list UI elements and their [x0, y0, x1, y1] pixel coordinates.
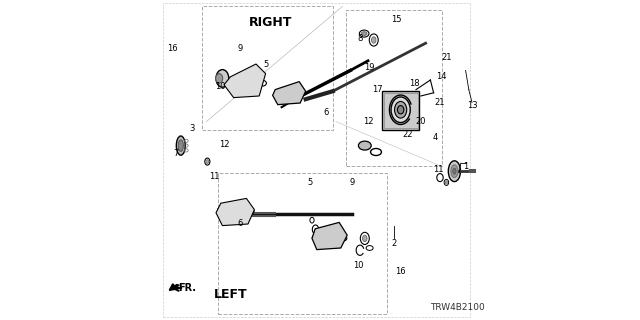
Ellipse shape — [216, 70, 229, 87]
Ellipse shape — [178, 140, 184, 151]
Text: 21: 21 — [435, 98, 445, 107]
Text: 16: 16 — [395, 268, 405, 276]
Ellipse shape — [451, 165, 458, 178]
Text: 20: 20 — [415, 117, 426, 126]
Ellipse shape — [206, 160, 209, 164]
Text: 11: 11 — [209, 172, 220, 180]
Ellipse shape — [371, 37, 376, 43]
Ellipse shape — [397, 106, 404, 114]
Text: 17: 17 — [372, 85, 383, 94]
Ellipse shape — [391, 97, 410, 123]
Text: 12: 12 — [219, 140, 229, 148]
Text: 6: 6 — [237, 220, 243, 228]
Ellipse shape — [445, 181, 447, 184]
Text: 16: 16 — [168, 44, 178, 52]
Ellipse shape — [361, 32, 367, 36]
Text: 11: 11 — [433, 165, 444, 174]
Text: 2: 2 — [391, 239, 396, 248]
Text: 21: 21 — [441, 53, 452, 62]
Text: 18: 18 — [409, 79, 420, 88]
Ellipse shape — [449, 161, 461, 182]
Text: 3: 3 — [189, 124, 195, 132]
Text: 9: 9 — [349, 178, 355, 187]
Text: 7: 7 — [173, 149, 179, 158]
Polygon shape — [224, 64, 266, 98]
Text: 4: 4 — [433, 133, 438, 142]
Text: 13: 13 — [467, 101, 477, 110]
Text: 1: 1 — [463, 162, 468, 171]
Ellipse shape — [216, 74, 223, 83]
Text: 12: 12 — [363, 117, 373, 126]
Bar — [384, 93, 418, 128]
Text: 22: 22 — [403, 130, 413, 139]
Text: 5: 5 — [308, 178, 313, 187]
Ellipse shape — [362, 235, 367, 242]
Polygon shape — [312, 222, 347, 250]
Polygon shape — [216, 198, 254, 226]
Text: 15: 15 — [392, 15, 402, 24]
Ellipse shape — [453, 168, 456, 174]
Text: FR.: FR. — [178, 283, 196, 293]
Text: 10: 10 — [353, 261, 364, 270]
Text: 19: 19 — [364, 63, 375, 72]
Text: 6: 6 — [324, 108, 329, 116]
Text: RIGHT: RIGHT — [249, 16, 292, 29]
Text: 10: 10 — [216, 82, 226, 91]
Ellipse shape — [358, 141, 371, 150]
Text: LEFT: LEFT — [214, 288, 247, 301]
Text: 9: 9 — [237, 44, 243, 52]
Text: TRW4B2100: TRW4B2100 — [430, 303, 485, 312]
Polygon shape — [273, 82, 306, 105]
Ellipse shape — [394, 101, 407, 118]
Text: 5: 5 — [263, 60, 268, 68]
Text: 14: 14 — [436, 72, 447, 81]
Bar — [383, 91, 419, 130]
Ellipse shape — [177, 136, 186, 155]
Text: 8: 8 — [357, 34, 363, 43]
